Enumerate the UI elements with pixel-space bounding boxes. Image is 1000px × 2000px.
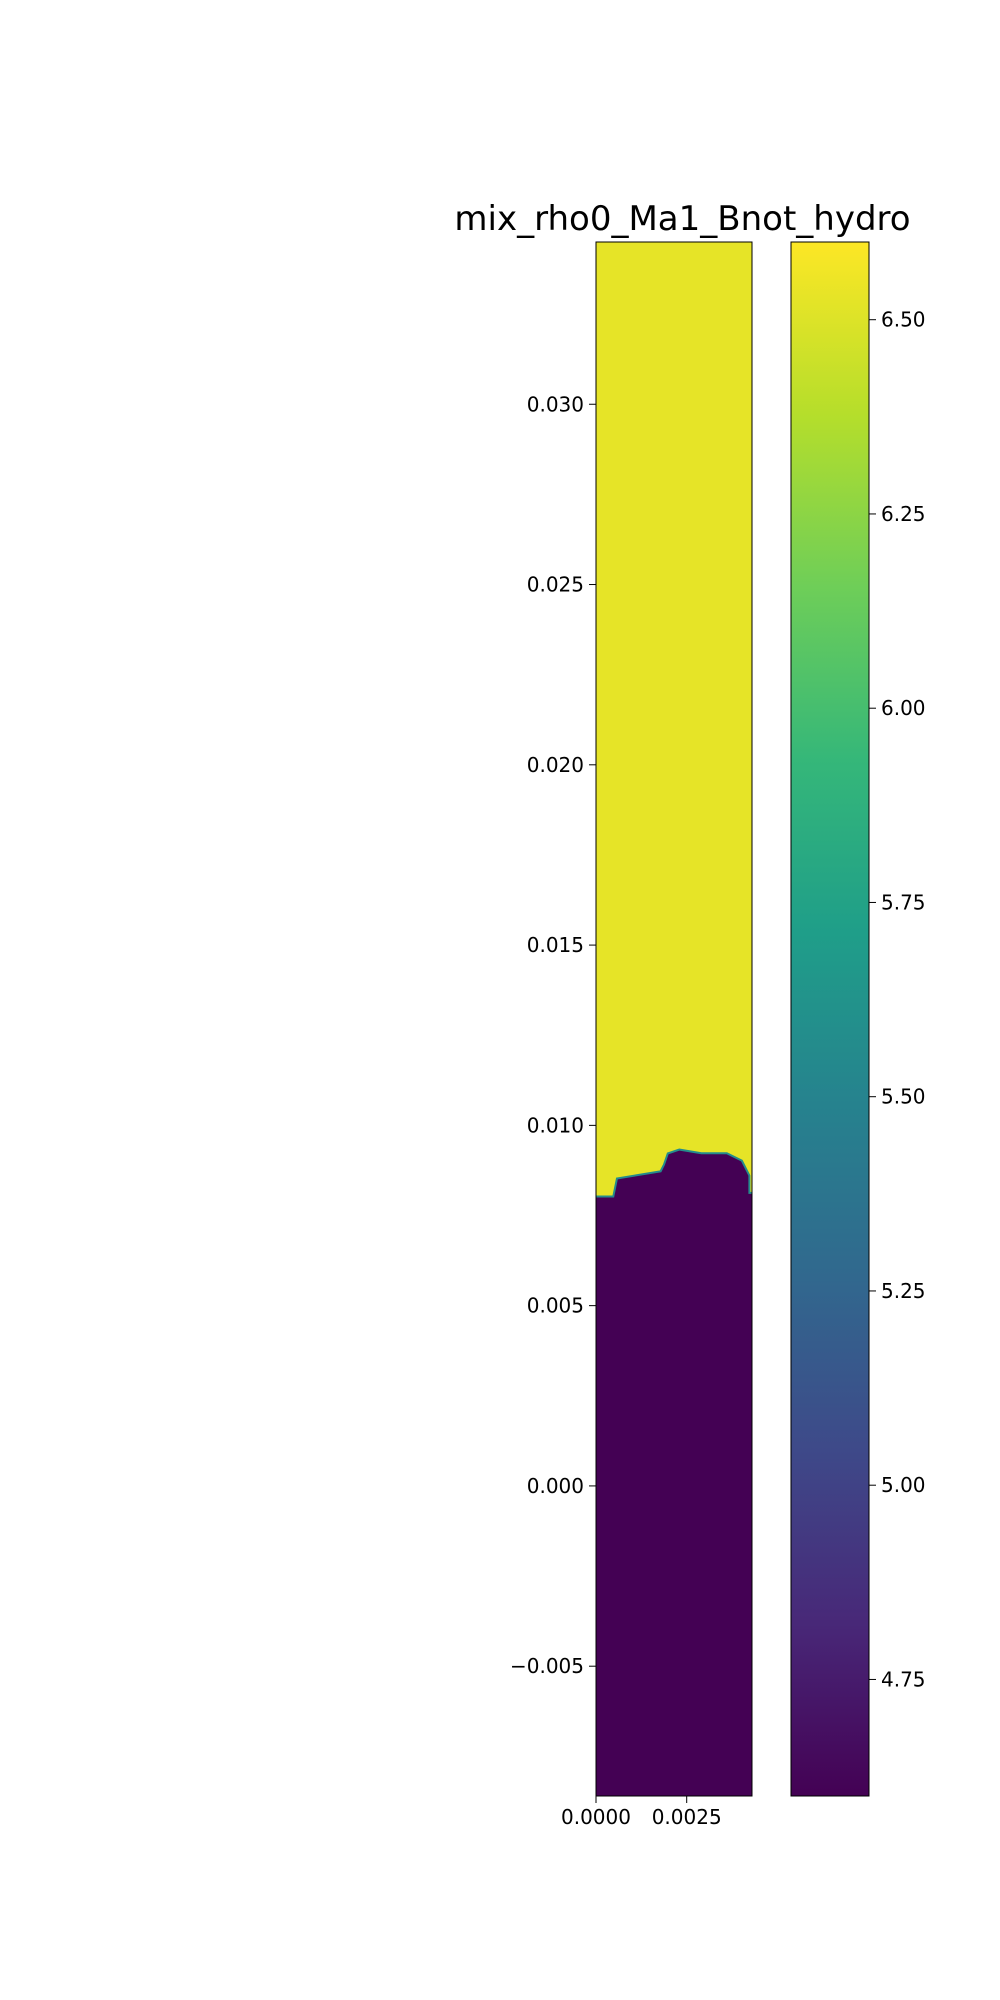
y-tick-label: 0.030 — [527, 392, 584, 416]
lower-region — [596, 1150, 752, 1796]
y-tick-label: 0.005 — [527, 1294, 584, 1318]
chart-title: mix_rho0_Ma1_Bnot_hydro — [454, 199, 910, 239]
y-tick-label: 0.020 — [527, 753, 584, 777]
plot-frame — [595, 241, 753, 1797]
colorbar-tick-label: 6.25 — [881, 502, 926, 526]
colorbar-ticks: 4.75 5.00 5.25 5.50 5.75 6.00 6.25 6.50 — [869, 308, 926, 1691]
colorbar-tick-label: 6.50 — [881, 308, 926, 332]
colorbar-fill — [791, 242, 869, 1796]
x-axis: 0.0000 0.0025 — [561, 1796, 722, 1829]
colorbar-tick-label: 5.50 — [881, 1085, 926, 1109]
colorbar-tick-label: 5.25 — [881, 1279, 926, 1303]
plot-area — [595, 241, 753, 1797]
colorbar-tick-label: 5.75 — [881, 890, 926, 914]
y-tick-label: 0.015 — [527, 933, 584, 957]
colorbar-tick-label: 6.00 — [881, 696, 926, 720]
x-tick-label: 0.0000 — [561, 1805, 631, 1829]
y-axis: −0.005 0.000 0.005 0.010 0.015 0.020 0.025 0.03… — [510, 392, 596, 1678]
colorbar-tick-label: 5.00 — [881, 1473, 926, 1497]
colorbar-tick-label: 4.75 — [881, 1667, 926, 1691]
colorbar: 4.75 5.00 5.25 5.50 5.75 6.00 6.25 6.50 — [790, 241, 926, 1797]
y-tick-label: 0.025 — [527, 573, 584, 597]
y-tick-label: 0.000 — [527, 1474, 584, 1498]
colorbar-frame — [790, 241, 870, 1797]
y-tick-label: −0.005 — [510, 1654, 584, 1678]
x-tick-label: 0.0025 — [652, 1805, 722, 1829]
y-tick-label: 0.010 — [527, 1113, 584, 1137]
